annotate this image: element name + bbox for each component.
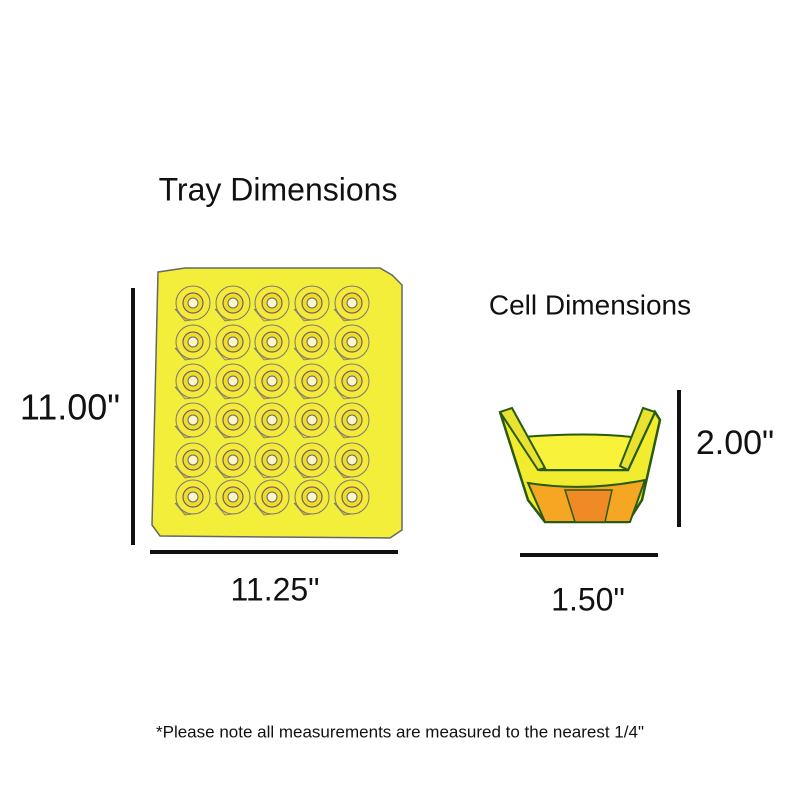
cell-wall-right	[618, 406, 657, 472]
tray-pocket-center	[266, 414, 278, 426]
tray-pocket-center	[227, 336, 239, 348]
tray-pocket-center	[266, 336, 278, 348]
tray-pocket-center	[346, 414, 358, 426]
tray-pocket-center	[227, 297, 239, 309]
cell-wall-left	[498, 406, 547, 472]
tray-pocket-center	[306, 491, 318, 503]
tray-pocket-center	[306, 375, 318, 387]
tray-pocket-center	[306, 297, 318, 309]
cell-title: Cell Dimensions	[489, 289, 691, 320]
cell-width-label: 1.50"	[551, 581, 625, 617]
tray-pocket-center	[266, 454, 278, 466]
tray-pocket-center	[187, 491, 199, 503]
tray-pocket-center	[266, 375, 278, 387]
tray-pocket-center	[187, 454, 199, 466]
tray-height-label: 11.00"	[20, 387, 120, 428]
tray-pocket-center	[346, 336, 358, 348]
cell-base-front	[563, 489, 613, 523]
cell-height-label: 2.00"	[696, 424, 774, 462]
tray-pocket-center	[266, 297, 278, 309]
tray-pocket-center	[346, 491, 358, 503]
tray-pocket-center	[306, 454, 318, 466]
tray-pocket-center	[187, 297, 199, 309]
footnote: *Please note all measurements are measur…	[156, 722, 644, 741]
tray-pocket-center	[227, 454, 239, 466]
tray-pocket-center	[227, 375, 239, 387]
tray-pocket-center	[346, 454, 358, 466]
tray-pocket-center	[346, 375, 358, 387]
tray-pocket-center	[187, 375, 199, 387]
cell-illustration	[498, 406, 662, 524]
tray-pocket-center	[187, 336, 199, 348]
tray-pocket-center	[346, 297, 358, 309]
tray-pocket-center	[187, 414, 199, 426]
tray-width-label: 11.25"	[230, 571, 319, 607]
tray-title: Tray Dimensions	[159, 171, 398, 207]
tray-pocket-center	[227, 414, 239, 426]
tray-pocket-center	[306, 336, 318, 348]
tray-pocket-center	[227, 491, 239, 503]
tray-pocket-center	[306, 414, 318, 426]
tray-pocket-center	[266, 491, 278, 503]
tray-illustration	[151, 267, 403, 539]
